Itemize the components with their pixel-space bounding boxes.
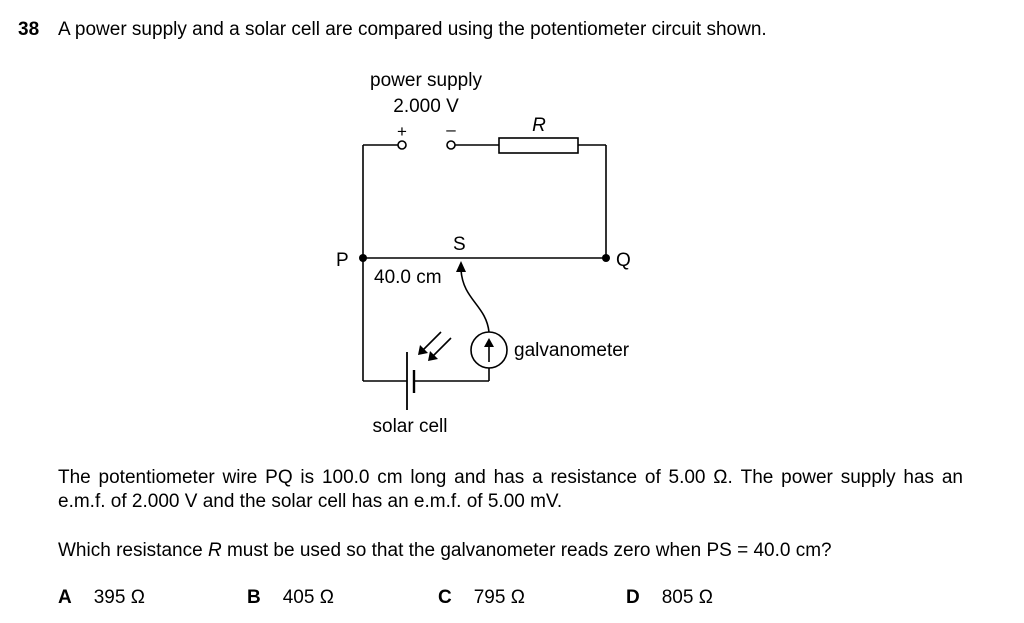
option-b-value: 405 Ω	[282, 587, 334, 608]
minus-sign: –	[446, 120, 456, 139]
power-supply-voltage: 2.000 V	[393, 96, 459, 117]
option-b[interactable]: B 405 Ω	[247, 587, 334, 609]
option-d[interactable]: D 805 Ω	[626, 587, 713, 609]
light-ray-2	[430, 337, 452, 359]
light-arrowhead-1	[418, 345, 428, 355]
option-d-value: 805 Ω	[661, 587, 713, 608]
point-q-label: Q	[616, 250, 631, 271]
galvanometer-needle-head	[484, 338, 494, 347]
resistance-symbol: R	[207, 540, 222, 561]
paragraph-wire-info: The potentiometer wire PQ is 100.0 cm lo…	[58, 467, 963, 512]
light-ray-1	[420, 331, 442, 353]
node-q	[602, 254, 610, 262]
length-label: 40.0 cm	[374, 267, 442, 288]
negative-terminal	[446, 140, 456, 150]
option-a[interactable]: A 395 Ω	[58, 587, 145, 609]
power-supply-label: power supply	[370, 70, 482, 91]
positive-terminal	[397, 140, 407, 150]
option-c-value: 795 Ω	[473, 587, 525, 608]
option-c-letter: C	[438, 587, 452, 608]
point-p-label: P	[336, 250, 349, 271]
option-c[interactable]: C 795 Ω	[438, 587, 525, 609]
resistor-r	[498, 137, 579, 154]
light-arrowhead-2	[428, 351, 438, 361]
point-s-label: S	[453, 234, 466, 255]
question-text: Which resistance R must be used so that …	[58, 540, 832, 561]
question-stem: A power supply and a solar cell are comp…	[58, 19, 767, 40]
node-p	[359, 254, 367, 262]
resistor-label: R	[532, 115, 546, 136]
question-number: 38	[18, 19, 40, 40]
option-b-letter: B	[247, 587, 261, 608]
potentiometer-circuit-diagram: power supply 2.000 V + – R P Q S 40.0 cm…	[336, 70, 631, 437]
option-a-value: 395 Ω	[93, 587, 145, 608]
plus-sign: +	[397, 122, 407, 141]
jockey-arrowhead	[456, 261, 466, 272]
galvanometer-label: galvanometer	[514, 340, 630, 361]
solar-cell-label: solar cell	[373, 416, 448, 437]
paragraph-question: Which resistance R must be used so that …	[58, 539, 963, 563]
option-d-letter: D	[626, 587, 640, 608]
option-a-letter: A	[58, 587, 72, 608]
jockey-lead	[460, 269, 490, 333]
